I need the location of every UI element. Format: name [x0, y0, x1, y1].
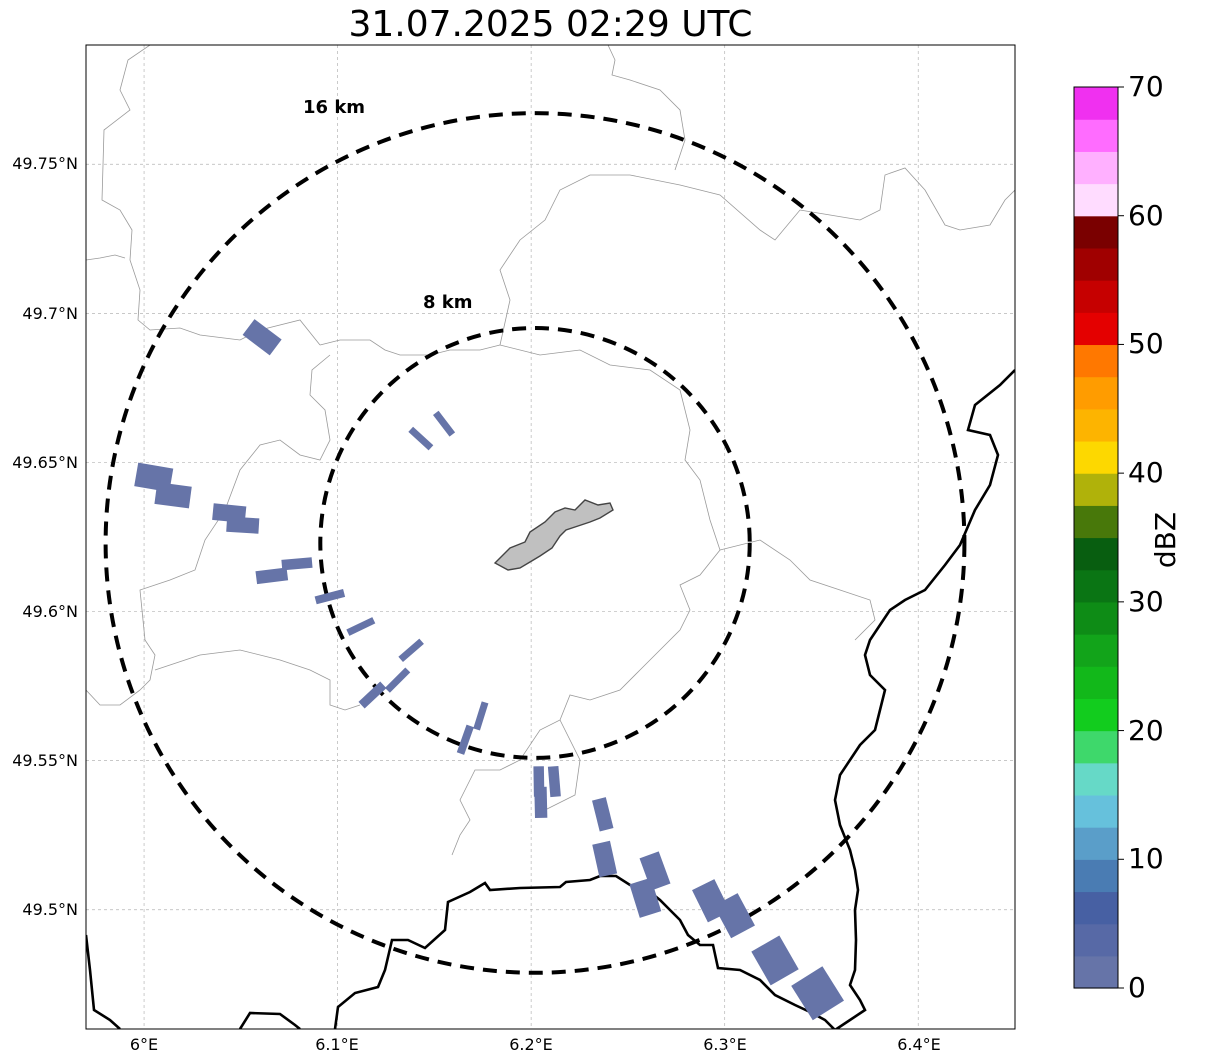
lon-tick-label: 6.2°E — [509, 1035, 553, 1054]
colorbar-bin — [1074, 666, 1118, 699]
map-frame — [85, 44, 1016, 1030]
colorbar-bin — [1074, 730, 1118, 764]
lon-tick-label: 6.3°E — [703, 1035, 747, 1054]
colorbar-bin — [1074, 183, 1118, 217]
colorbar-bin — [1074, 634, 1118, 667]
colorbar-tick-label: 10 — [1128, 842, 1164, 875]
colorbar-bin — [1074, 505, 1118, 539]
map-title: 31.07.2025 02:29 UTC — [348, 4, 753, 45]
echo-cell — [398, 638, 424, 663]
city-area — [493, 499, 614, 571]
colorbar-bin — [1074, 698, 1118, 732]
colorbar-bin — [1074, 601, 1118, 635]
colorbar-bin — [1074, 119, 1118, 152]
range-ring — [103, 111, 967, 975]
echo-cell — [751, 935, 799, 986]
reflectivity-echoes — [134, 319, 844, 1021]
colorbar-bin — [1074, 312, 1118, 346]
colorbar-tick-label: 50 — [1128, 327, 1164, 360]
colorbar-tick-label: 70 — [1128, 70, 1164, 103]
lon-tick-label: 6°E — [129, 1035, 159, 1054]
echo-cell — [592, 797, 614, 832]
echo-cell — [314, 589, 346, 605]
colorbar-bin — [1074, 247, 1118, 281]
colorbar-label: dBZ — [1149, 511, 1182, 569]
colorbar-bin — [1074, 537, 1118, 571]
colorbar-bin — [1074, 215, 1118, 249]
echo-cell — [592, 840, 618, 878]
colorbar-tick-label: 0 — [1128, 971, 1146, 1004]
echo-cell — [534, 786, 548, 819]
colorbar-tick-label: 60 — [1128, 199, 1164, 232]
national-border — [86, 369, 1015, 1029]
colorbar-tick-marks — [1118, 86, 1124, 989]
colorbar-bin — [1074, 955, 1118, 989]
colorbar-bin — [1074, 87, 1118, 120]
ring-label-8km: 8 km — [423, 292, 473, 313]
colorbar-bin — [1074, 344, 1118, 378]
colorbar-bin — [1074, 440, 1118, 474]
lat-tick-label: 49.5°N — [22, 900, 78, 919]
lat-tick-label: 49.55°N — [12, 751, 78, 770]
colorbar-bin — [1074, 151, 1118, 185]
echo-cell — [547, 765, 561, 798]
colorbar-bin — [1074, 827, 1118, 860]
colorbar-bin — [1074, 891, 1118, 925]
echo-cell — [433, 410, 456, 437]
echo-cell — [408, 426, 434, 451]
colorbar-bin — [1074, 859, 1118, 893]
echo-cell — [713, 893, 755, 939]
echo-cell — [384, 667, 411, 693]
lat-tick-label: 49.65°N — [12, 453, 78, 472]
echo-cell — [154, 482, 192, 509]
colorbar-bin — [1074, 762, 1118, 796]
colorbar-tick-label: 40 — [1128, 456, 1164, 489]
colorbar-bin — [1074, 923, 1118, 957]
echo-cell — [226, 516, 260, 534]
range-rings — [103, 111, 967, 975]
colorbar-bin — [1074, 408, 1118, 442]
echo-cell — [456, 724, 474, 755]
colorbar-tick-label: 20 — [1128, 714, 1164, 747]
regional-borders — [86, 45, 1015, 856]
ring-label-16km: 16 km — [303, 97, 366, 118]
lat-tick-label: 49.7°N — [22, 304, 78, 323]
colorbar-tick-label: 30 — [1128, 585, 1164, 618]
echo-cell — [791, 966, 844, 1021]
echo-cell — [629, 877, 662, 918]
lon-tick-label: 6.4°E — [897, 1035, 941, 1054]
colorbar — [1074, 87, 1118, 989]
lon-tick-label: 6.1°E — [315, 1035, 359, 1054]
echo-cell — [281, 557, 313, 571]
lat-tick-label: 49.6°N — [22, 602, 78, 621]
echo-cell — [358, 681, 387, 709]
echo-cell — [242, 319, 282, 356]
colorbar-bin — [1074, 280, 1118, 313]
colorbar-bin — [1074, 473, 1118, 506]
colorbar-bin — [1074, 569, 1118, 603]
echo-cell — [473, 701, 489, 731]
lat-tick-label: 49.75°N — [12, 154, 78, 173]
echo-cell — [255, 567, 289, 585]
echo-cell — [639, 851, 671, 891]
gridlines — [86, 45, 1015, 1029]
range-ring — [318, 326, 752, 760]
colorbar-bin — [1074, 794, 1118, 828]
colorbar-bin — [1074, 376, 1118, 410]
colorbar-frame — [1073, 86, 1119, 989]
echo-cell — [346, 617, 376, 636]
